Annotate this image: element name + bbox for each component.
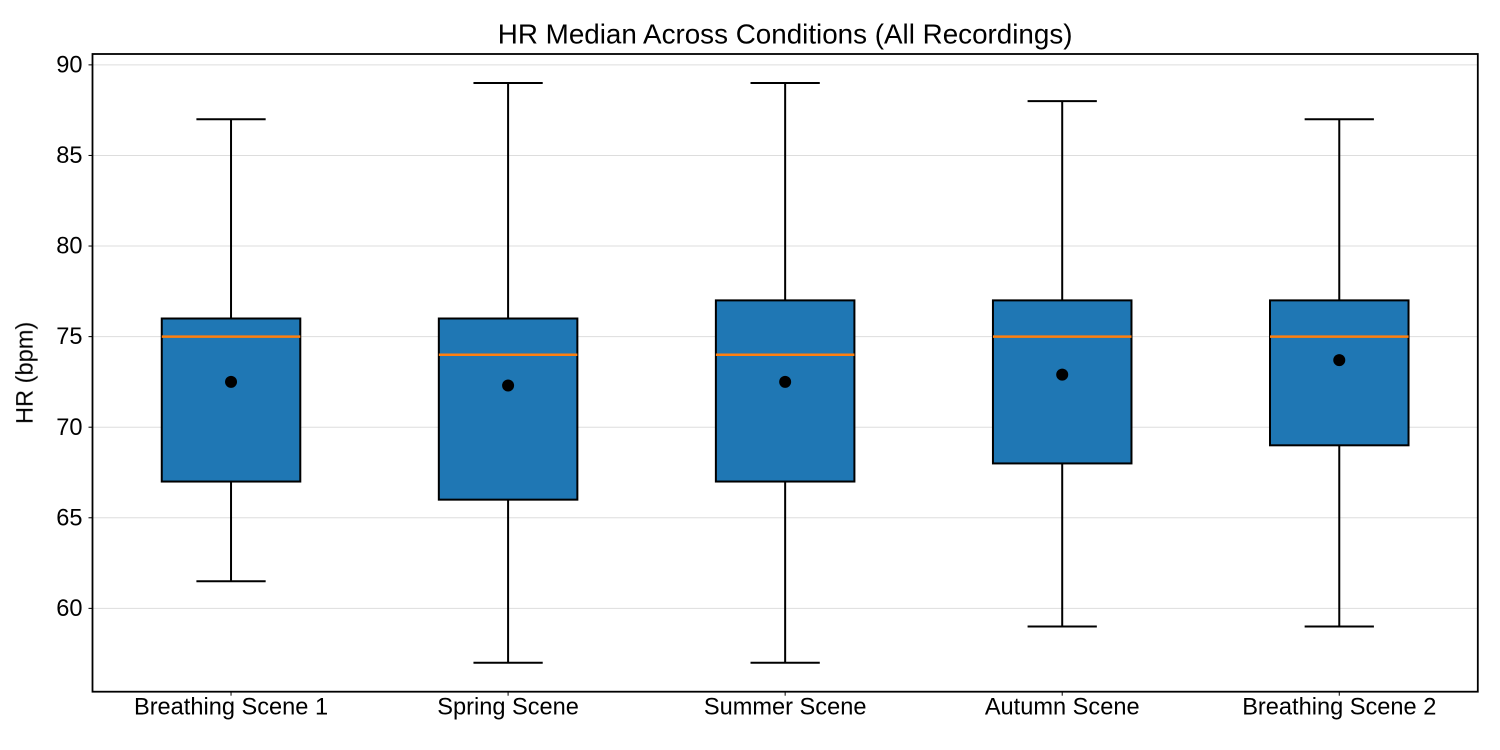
svg-text:60: 60: [56, 596, 82, 622]
svg-text:90: 90: [56, 52, 82, 78]
svg-text:75: 75: [56, 324, 82, 350]
svg-text:HR (bpm): HR (bpm): [13, 322, 39, 424]
svg-text:85: 85: [56, 143, 82, 169]
svg-text:Spring Scene: Spring Scene: [437, 695, 579, 721]
svg-text:Autumn Scene: Autumn Scene: [985, 695, 1140, 721]
svg-text:HR Median Across Conditions (A: HR Median Across Conditions (All Recordi…: [498, 19, 1073, 50]
svg-text:Breathing Scene 1: Breathing Scene 1: [134, 695, 328, 721]
svg-text:Breathing Scene 2: Breathing Scene 2: [1242, 695, 1436, 721]
svg-text:Summer Scene: Summer Scene: [704, 695, 867, 721]
svg-text:70: 70: [56, 415, 82, 441]
svg-text:80: 80: [56, 234, 82, 260]
svg-text:65: 65: [56, 505, 82, 531]
